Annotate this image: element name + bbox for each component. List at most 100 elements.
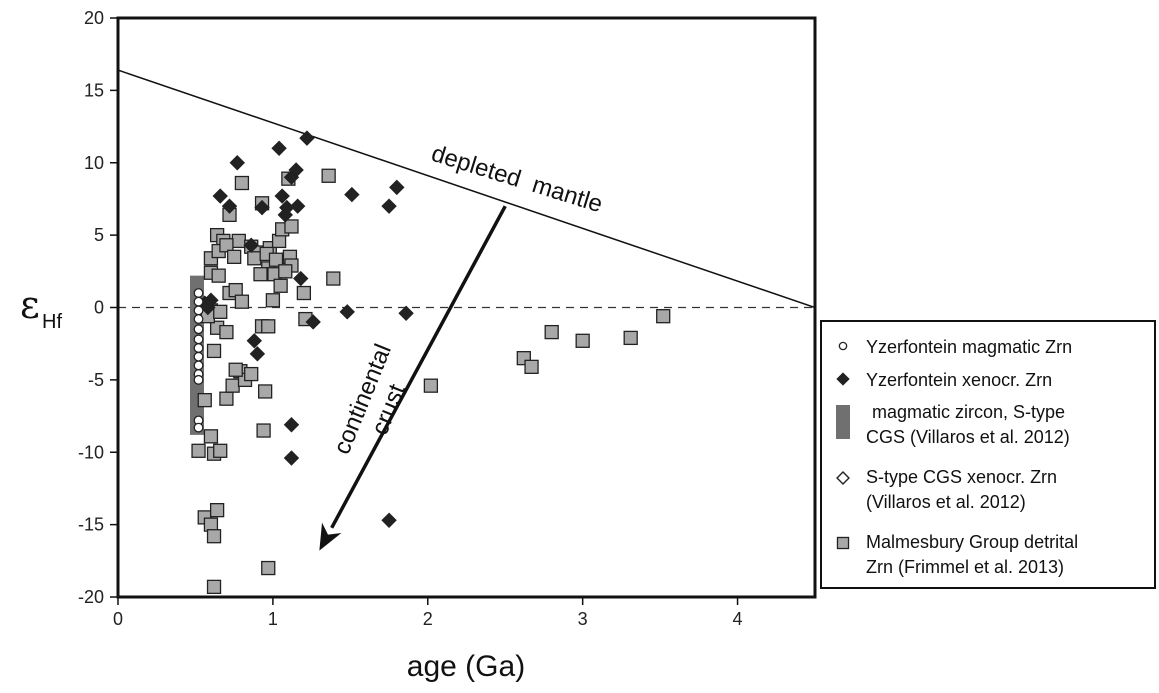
axes: 0 1 2 3 4 -20 -15 -10 -5 0 5 10 15 20 bbox=[78, 8, 743, 629]
square-point bbox=[273, 278, 288, 293]
legend-label: CGS (Villaros et al. 2012) bbox=[866, 427, 1070, 447]
x-tick-label: 0 bbox=[113, 609, 123, 629]
square-point bbox=[261, 560, 276, 576]
square-point bbox=[231, 233, 246, 249]
diamond-filled-point bbox=[246, 333, 263, 349]
diamond-filled-point bbox=[381, 198, 397, 214]
square-point bbox=[191, 443, 206, 458]
y-tick-label: 10 bbox=[84, 153, 104, 173]
diamond-filled-point bbox=[254, 199, 270, 216]
legend-label: Malmesbury Group detrital bbox=[866, 532, 1078, 552]
diamond-filled-point bbox=[229, 155, 245, 171]
diamond-filled-point bbox=[249, 346, 266, 362]
legend-label: Yzerfontein magmatic Zrn bbox=[866, 337, 1072, 357]
diamond-filled-point bbox=[389, 179, 405, 196]
square-point bbox=[234, 294, 250, 309]
legend-swatch-diamond-open bbox=[836, 471, 850, 485]
square-point bbox=[524, 359, 539, 374]
square-point bbox=[227, 249, 242, 264]
x-tick-label: 3 bbox=[578, 609, 588, 629]
square-point bbox=[623, 330, 638, 346]
square-point bbox=[244, 366, 259, 382]
diamond-filled-point bbox=[271, 140, 287, 156]
square-point bbox=[219, 324, 234, 340]
square-point bbox=[268, 252, 284, 267]
square-point bbox=[219, 391, 234, 406]
legend-label: Yzerfontein xenocr. Zrn bbox=[866, 370, 1052, 390]
diamond-filled-point bbox=[212, 188, 228, 204]
x-tick-label: 2 bbox=[423, 609, 433, 629]
square-point bbox=[256, 423, 271, 438]
y-axis-title: ε Hf bbox=[20, 283, 62, 333]
reference-lines bbox=[118, 69, 815, 551]
circle-open-point bbox=[193, 422, 204, 433]
diamond-filled-point bbox=[398, 305, 414, 321]
crust-arrow-shaft bbox=[330, 205, 507, 529]
depleted-mantle-line bbox=[118, 69, 815, 309]
diamond-filled-point bbox=[221, 198, 238, 214]
plot-frame bbox=[116, 16, 817, 599]
circle-open-point bbox=[193, 343, 204, 353]
diamond-filled-point bbox=[381, 512, 397, 528]
square-point bbox=[575, 333, 590, 348]
circle-open-point bbox=[193, 305, 204, 316]
square-point bbox=[253, 267, 268, 282]
square-point bbox=[265, 293, 281, 308]
legend-swatch-circle-open bbox=[838, 341, 848, 351]
square-point bbox=[278, 264, 293, 279]
square-point bbox=[284, 219, 299, 234]
y-axis-epsilon: ε bbox=[20, 283, 40, 327]
diamond-filled-point bbox=[274, 188, 290, 204]
y-tick-label: 20 bbox=[84, 8, 104, 28]
square-point bbox=[257, 384, 273, 399]
square-point bbox=[234, 175, 250, 191]
diamond-filled-point bbox=[339, 304, 355, 320]
y-tick-label: -10 bbox=[78, 442, 104, 462]
diamond-filled-point bbox=[283, 450, 300, 466]
legend-label: magmatic zircon, S-type bbox=[872, 402, 1065, 422]
diamond-filled-point bbox=[299, 130, 315, 146]
square-point bbox=[544, 324, 559, 340]
diamond-filled-point bbox=[293, 270, 309, 287]
data-marks bbox=[189, 130, 671, 595]
square-point bbox=[228, 362, 243, 377]
square-point bbox=[247, 251, 262, 266]
legend-label: (Villaros et al. 2012) bbox=[866, 492, 1026, 512]
y-tick-label: 5 bbox=[94, 225, 104, 245]
square-point bbox=[209, 502, 225, 518]
diamond-filled-point bbox=[288, 162, 304, 178]
diamond-filled-point bbox=[203, 292, 219, 308]
legend-label: S-type CGS xenocr. Zrn bbox=[866, 467, 1057, 487]
square-point bbox=[197, 392, 212, 408]
square-point bbox=[206, 579, 222, 595]
square-point bbox=[656, 309, 671, 324]
square-point bbox=[321, 168, 336, 183]
circle-open-point bbox=[193, 288, 204, 298]
legend: Yzerfontein magmatic Zrn Yzerfontein xeno… bbox=[820, 320, 1156, 589]
diamond-filled-point bbox=[305, 314, 321, 330]
circle-open-point bbox=[193, 296, 204, 307]
square-point bbox=[213, 443, 228, 458]
x-tick-label: 1 bbox=[268, 609, 278, 629]
square-point bbox=[211, 268, 226, 283]
legend-label: Zrn (Frimmel et al. 2013) bbox=[866, 557, 1064, 577]
diamond-filled-point bbox=[243, 237, 259, 253]
y-tick-label: 0 bbox=[94, 298, 104, 318]
square-point bbox=[423, 378, 439, 393]
diamond-filled-point bbox=[283, 417, 300, 433]
crust-arrow-head bbox=[319, 522, 342, 551]
square-point bbox=[296, 285, 312, 301]
circle-open-point bbox=[193, 374, 204, 385]
legend-swatch-bar bbox=[836, 405, 850, 439]
square-point bbox=[225, 378, 240, 393]
y-tick-label: 15 bbox=[84, 80, 104, 100]
legend-swatch-square bbox=[836, 536, 850, 550]
legend-frame bbox=[820, 320, 1156, 589]
circle-open-point bbox=[193, 314, 204, 325]
y-tick-label: -20 bbox=[78, 587, 104, 607]
square-point bbox=[206, 529, 222, 544]
circle-open-point bbox=[193, 324, 204, 335]
x-axis-title: age (Ga) bbox=[407, 650, 525, 683]
circle-open-point bbox=[193, 334, 204, 345]
